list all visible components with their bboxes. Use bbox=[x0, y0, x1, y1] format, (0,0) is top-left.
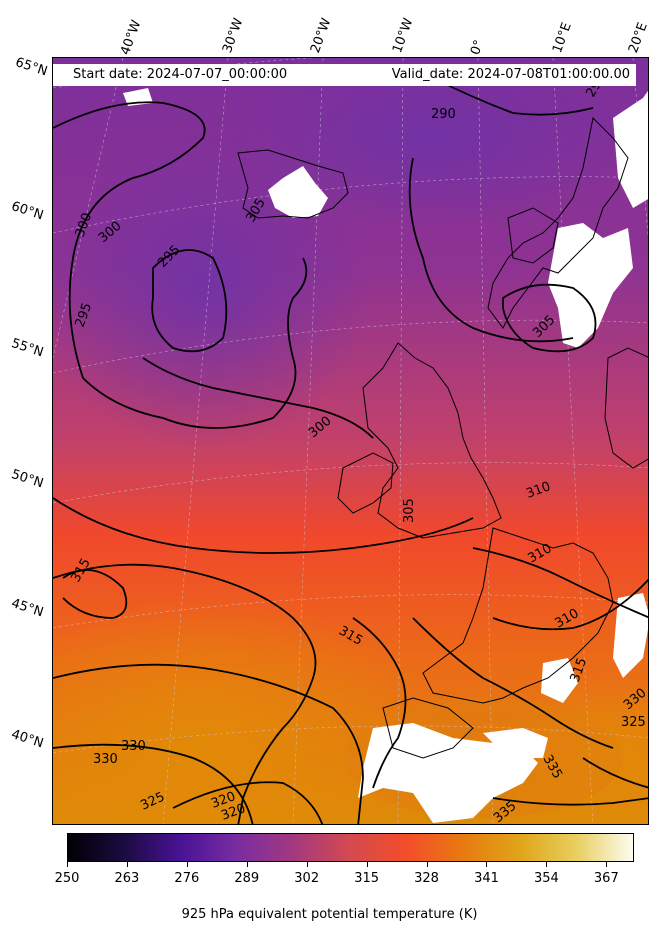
theta-e-field: 290 295 295 300 300 300 305 305 305 310 … bbox=[53, 58, 648, 824]
lon-label: 40°W bbox=[118, 18, 145, 58]
colorbar-tick-label: 302 bbox=[294, 871, 320, 886]
colorbar-tick-label: 250 bbox=[54, 871, 80, 886]
colorbar-tick bbox=[186, 862, 188, 867]
lon-label: 10°E bbox=[550, 20, 575, 56]
lat-label: 50°N bbox=[9, 467, 46, 492]
map-panel: 290 295 295 300 300 300 305 305 305 310 … bbox=[52, 57, 649, 825]
colorbar-tick-label: 315 bbox=[354, 871, 380, 886]
lon-label: 20°W bbox=[308, 16, 335, 56]
colorbar-tick-label: 289 bbox=[234, 871, 260, 886]
date-header: Start date: 2024-07-07_00:00:00 Valid_da… bbox=[53, 64, 636, 86]
valid-date: Valid_date: 2024-07-08T01:00:00.00 bbox=[391, 67, 630, 82]
lat-label: 55°N bbox=[9, 336, 46, 361]
contour-label: 330 bbox=[93, 752, 118, 767]
colorbar-tick-label: 367 bbox=[593, 871, 619, 886]
colorbar-tick-label: 276 bbox=[174, 871, 200, 886]
colorbar-tick bbox=[246, 862, 248, 867]
lat-label: 65°N bbox=[13, 55, 50, 80]
contour-label: 305 bbox=[402, 498, 417, 523]
colorbar-tick bbox=[546, 862, 548, 867]
lat-label: 60°N bbox=[9, 199, 46, 224]
colorbar-tick-label: 328 bbox=[414, 871, 439, 886]
colorbar-tick bbox=[426, 862, 428, 867]
colorbar-tick bbox=[486, 862, 488, 867]
colorbar-title: 925 hPa equivalent potential temperature… bbox=[181, 907, 478, 922]
lon-label: 20°E bbox=[626, 20, 651, 56]
colorbar bbox=[67, 833, 634, 862]
lon-label: 10°W bbox=[390, 16, 417, 56]
colorbar-tick bbox=[606, 862, 608, 867]
lon-label: 0° bbox=[468, 38, 488, 58]
colorbar-tick-label: 341 bbox=[474, 871, 499, 886]
contour-label: 325 bbox=[621, 715, 646, 730]
lat-label: 40°N bbox=[9, 727, 46, 752]
lon-label: 30°W bbox=[220, 16, 247, 56]
colorbar-tick bbox=[67, 862, 68, 867]
colorbar-tick-label: 263 bbox=[114, 871, 140, 886]
contour-label: 290 bbox=[431, 107, 456, 122]
contour-label: 330 bbox=[121, 739, 146, 754]
contours bbox=[53, 77, 648, 824]
colorbar-tick bbox=[126, 862, 128, 867]
start-date: Start date: 2024-07-07_00:00:00 bbox=[73, 67, 288, 82]
colorbar-tick bbox=[306, 862, 308, 867]
coastlines bbox=[237, 116, 648, 759]
colorbar-tick bbox=[366, 862, 368, 867]
lat-label: 45°N bbox=[9, 596, 46, 621]
colorbar-tick-label: 354 bbox=[533, 871, 559, 886]
